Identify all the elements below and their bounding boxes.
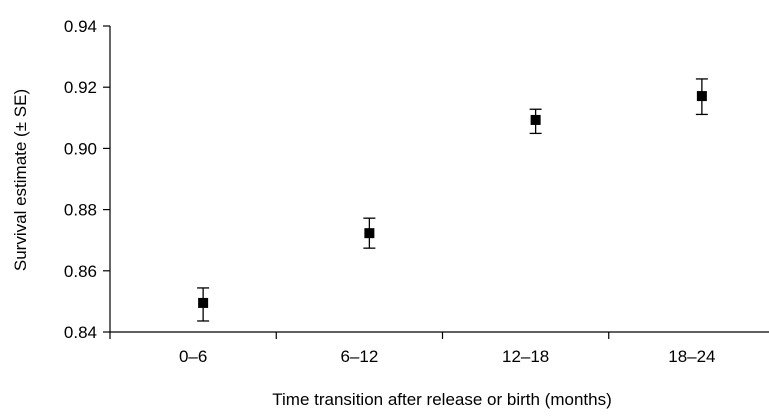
x-tick-label: 6–12 xyxy=(340,347,378,366)
x-tick-label: 18–24 xyxy=(668,347,715,366)
y-axis-title: Survival estimate (± SE) xyxy=(11,89,30,271)
y-tick-label: 0.94 xyxy=(64,17,97,36)
x-axis: 0–6 6–12 12–18 18–24 xyxy=(109,331,769,366)
data-point xyxy=(198,297,209,308)
data-point xyxy=(530,114,541,125)
y-tick-label: 0.92 xyxy=(64,78,97,97)
x-tick-label: 12–18 xyxy=(502,347,549,366)
data-point xyxy=(364,228,375,239)
x-tick-label: 0–6 xyxy=(179,347,207,366)
y-tick-label: 0.84 xyxy=(64,323,97,342)
y-axis: 0.84 0.86 0.88 0.90 0.92 0.94 xyxy=(64,17,111,342)
x-axis-title: Time transition after release or birth (… xyxy=(272,390,612,409)
data-point xyxy=(696,91,707,102)
y-tick-label: 0.88 xyxy=(64,201,97,220)
y-tick-label: 0.86 xyxy=(64,262,97,281)
data-points xyxy=(197,78,708,322)
y-tick-label: 0.90 xyxy=(64,139,97,158)
